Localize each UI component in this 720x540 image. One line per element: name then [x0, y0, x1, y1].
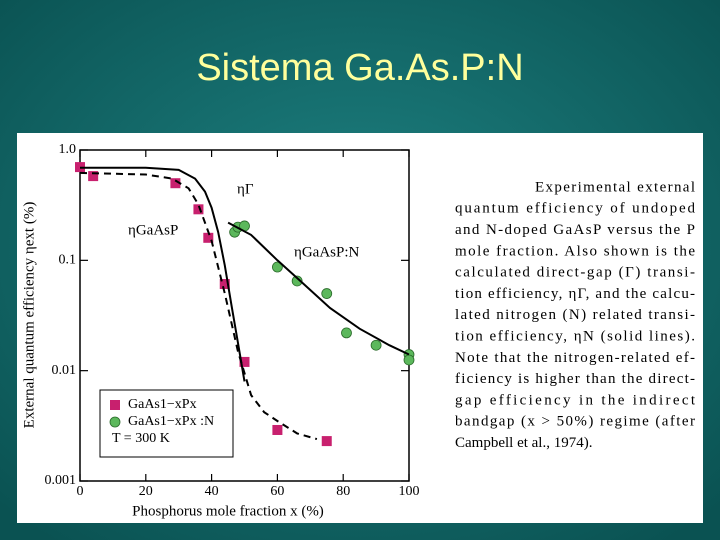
point	[341, 327, 352, 339]
caption-line: and N-doped GaAsP versus the P	[455, 222, 695, 238]
curve-label: ηGaAsP	[128, 222, 178, 238]
x-tick-label: 60	[270, 484, 284, 499]
point	[193, 204, 204, 215]
caption-line: Experimental external	[535, 179, 695, 195]
point	[370, 339, 382, 351]
slide-title: Sistema Ga.As.P:N	[196, 47, 523, 89]
x-tick-label: 100	[399, 484, 420, 499]
point	[239, 356, 250, 367]
curve-label: ηGaAsP:N	[294, 244, 360, 260]
y-tick-label: 1.0	[59, 142, 77, 157]
x-tick-label: 20	[139, 484, 153, 499]
caption-line: quantum efficiency of undoped	[455, 201, 696, 217]
y-tick-label: 0.1	[59, 253, 77, 268]
point	[291, 275, 303, 287]
legend-marker	[110, 400, 120, 410]
point	[271, 261, 283, 273]
curve	[80, 166, 246, 382]
plot-frame	[79, 149, 410, 482]
point	[321, 288, 333, 299]
legend-marker	[109, 416, 121, 428]
x-tick-label: 0	[77, 484, 84, 499]
point	[170, 178, 181, 189]
y-tick-label: 0.001	[45, 473, 77, 488]
caption-line: Campbell et al., 1974).	[455, 435, 592, 451]
curve	[79, 171, 318, 441]
legend-label: GaAs1−xPx :N	[128, 414, 214, 429]
curve-label: ηΓ	[237, 181, 254, 197]
x-tick-label: 80	[336, 484, 350, 499]
legend-box	[99, 389, 234, 458]
curve	[227, 221, 410, 356]
point	[203, 232, 214, 243]
y-tick-label: 0.01	[52, 363, 77, 378]
annotation: T = 300 K	[112, 431, 170, 446]
caption-line: gap efficiency in the indirect	[455, 392, 696, 408]
point	[403, 354, 415, 366]
x-axis-label: Phosphorus mole fraction x (%)	[132, 503, 324, 519]
x-tick-label: 40	[205, 484, 219, 499]
point	[321, 436, 332, 447]
legend-label: GaAs1−xPx	[128, 397, 197, 412]
caption-line: ficiency is higher than the direct-	[455, 371, 695, 387]
caption-line: bandgap (x > 50%) regime (after	[455, 414, 695, 430]
point	[219, 279, 230, 290]
point	[88, 171, 99, 182]
caption-line: tion efficiency, ηΓ, and the calcu-	[455, 286, 695, 302]
y-axis-label: External quantum efficiency ηext (%)	[21, 202, 37, 429]
caption-line: Note that the nitrogen-related ef-	[455, 350, 695, 366]
point	[272, 424, 283, 435]
caption-line: calculated direct-gap (Γ) transi-	[455, 265, 695, 281]
